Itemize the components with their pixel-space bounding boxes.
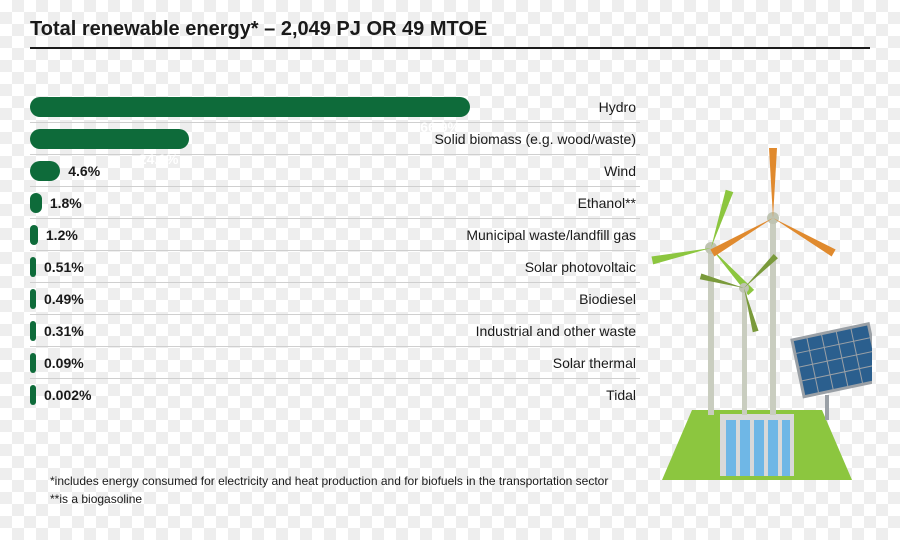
bar-label: Municipal waste/landfill gas (78, 227, 640, 243)
bar-cell: 0.51% (30, 257, 84, 277)
bar-label: Solar thermal (84, 355, 640, 371)
bar-label: Tidal (91, 387, 640, 403)
bar (30, 257, 36, 277)
bar-cell: 0.31% (30, 321, 84, 341)
footnotes: *includes energy consumed for electricit… (50, 472, 608, 508)
chart-row: 0.51%Solar photovoltaic (30, 251, 640, 283)
bar (30, 321, 36, 341)
bar-label: Ethanol** (82, 195, 640, 211)
bar-label: Solar photovoltaic (84, 259, 640, 275)
bar-label: Biodiesel (84, 291, 640, 307)
bar-percent: 0.51% (44, 259, 84, 275)
bar: 66.9% (30, 97, 470, 117)
title-rule (30, 47, 870, 49)
bar-percent: 0.31% (44, 323, 84, 339)
bar-percent: 0.002% (44, 387, 91, 403)
bar-label: Wind (100, 163, 640, 179)
footnote-2: **is a biogasoline (50, 490, 608, 508)
renewables-illustration (642, 130, 872, 490)
bar-percent: 24.1% (139, 149, 179, 169)
solar-panel-icon (792, 324, 872, 397)
bar-label: Hydro (470, 99, 640, 115)
bar-cell: 0.49% (30, 289, 84, 309)
bar-label: Industrial and other waste (84, 323, 640, 339)
bar-percent: 66.9% (420, 117, 460, 137)
bar: 24.1% (30, 129, 189, 149)
page-title: Total renewable energy* – 2,049 PJ OR 49… (30, 18, 870, 41)
bar-label: Solid biomass (e.g. wood/waste) (189, 131, 641, 147)
infographic-canvas: Total renewable energy* – 2,049 PJ OR 49… (0, 0, 900, 540)
bar-cell: 66.9% (30, 97, 470, 117)
bar-percent: 0.49% (44, 291, 84, 307)
bar-percent: 0.09% (44, 355, 84, 371)
bar-cell: 0.09% (30, 353, 84, 373)
wind-turbine-icon (651, 190, 754, 415)
chart-row: 0.002%Tidal (30, 379, 640, 411)
bar-cell: 1.2% (30, 225, 78, 245)
bar (30, 289, 36, 309)
bar-cell: 0.002% (30, 385, 91, 405)
chart-row: 1.2%Municipal waste/landfill gas (30, 219, 640, 251)
bar (30, 385, 36, 405)
chart-row: 0.31%Industrial and other waste (30, 315, 640, 347)
bar-cell: 24.1% (30, 129, 189, 149)
bar-cell: 1.8% (30, 193, 82, 213)
bar (30, 353, 36, 373)
footnote-1: *includes energy consumed for electricit… (50, 472, 608, 490)
chart-row: 1.8%Ethanol** (30, 187, 640, 219)
chart-row: 0.49%Biodiesel (30, 283, 640, 315)
bar (30, 161, 60, 181)
chart-row: 4.6%Wind (30, 155, 640, 187)
bar-percent: 4.6% (68, 163, 100, 179)
energy-share-chart: 66.9%Hydro24.1%Solid biomass (e.g. wood/… (30, 91, 640, 411)
chart-row: 66.9%Hydro (30, 91, 640, 123)
bar-cell: 4.6% (30, 161, 100, 181)
bar (30, 225, 38, 245)
bar-percent: 1.8% (50, 195, 82, 211)
bar (30, 193, 42, 213)
chart-row: 0.09%Solar thermal (30, 347, 640, 379)
bar-percent: 1.2% (46, 227, 78, 243)
chart-row: 24.1%Solid biomass (e.g. wood/waste) (30, 123, 640, 155)
